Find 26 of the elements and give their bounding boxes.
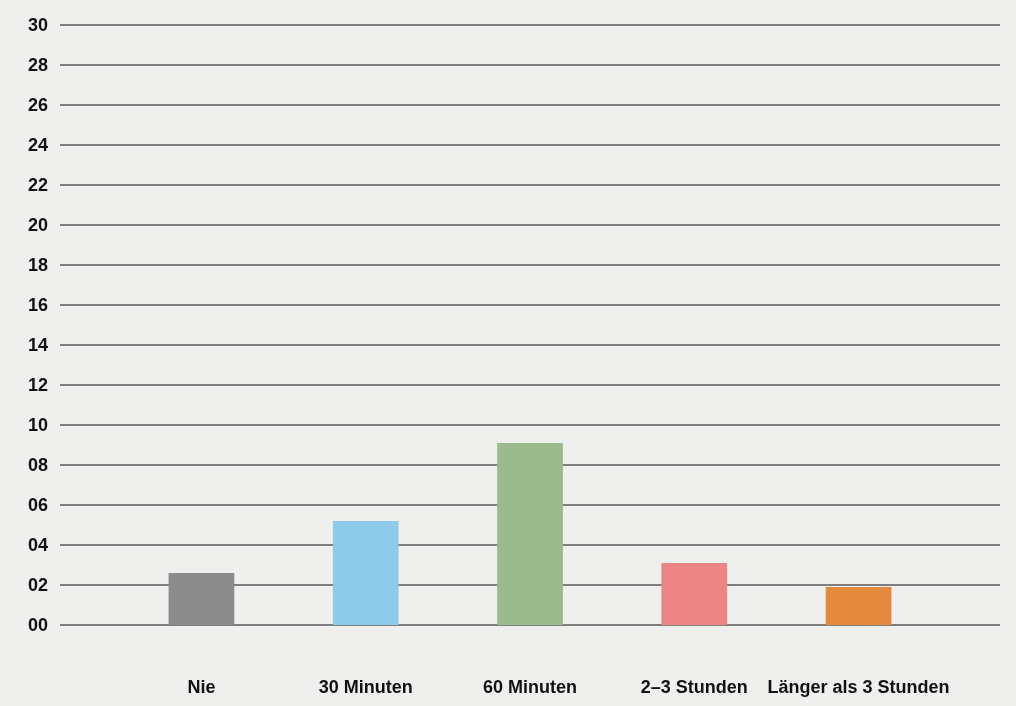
bar <box>661 563 728 625</box>
x-tick-label: 60 Minuten <box>482 676 578 697</box>
y-tick-label: 26 <box>27 95 48 116</box>
y-tick-label: 22 <box>27 175 48 196</box>
y-tick-label: 20 <box>27 215 48 236</box>
y-tick-label: 12 <box>27 375 48 396</box>
bar <box>497 443 563 625</box>
y-tick-label: 30 <box>27 15 48 36</box>
y-tick-label: 02 <box>27 575 48 596</box>
x-tick-label: Nie <box>187 676 216 697</box>
y-tick-label: 28 <box>27 55 48 76</box>
x-tick-label: 30 Minuten <box>318 676 413 697</box>
x-tick-label: Länger als 3 Stunden <box>767 676 950 697</box>
y-tick-label: 24 <box>27 135 48 156</box>
bar <box>168 573 235 625</box>
y-tick-label: 08 <box>27 455 48 476</box>
y-tick-label: 00 <box>27 615 48 636</box>
y-tick-label: 06 <box>27 495 48 516</box>
y-tick-label: 14 <box>27 335 48 356</box>
bar <box>332 521 399 625</box>
y-tick-label: 18 <box>27 255 48 276</box>
y-tick-label: 10 <box>27 415 48 436</box>
y-tick-label: 16 <box>27 295 48 316</box>
bar <box>825 587 892 625</box>
y-tick-label: 04 <box>27 535 48 556</box>
x-tick-label: 2–3 Stunden <box>640 676 748 697</box>
